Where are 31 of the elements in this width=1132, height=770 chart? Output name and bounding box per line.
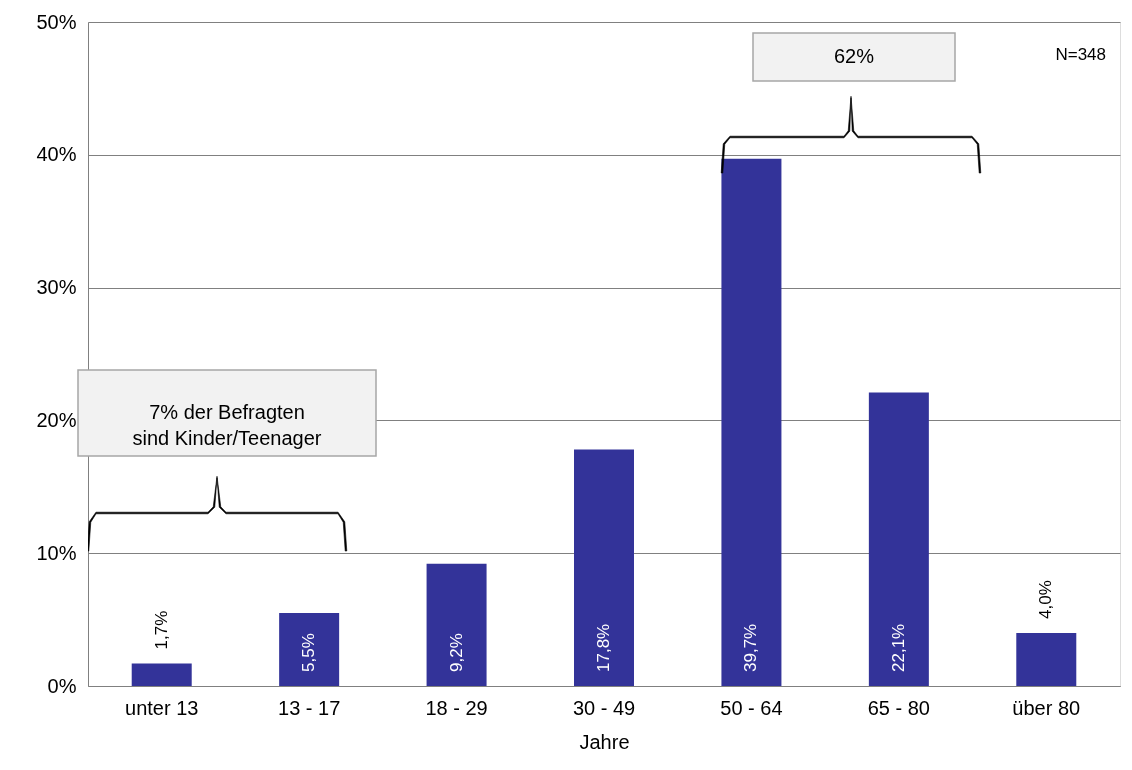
bar (1016, 632, 1077, 686)
data-label: 1,7% (151, 610, 171, 650)
x-tick-label: 65 - 80 (867, 696, 930, 719)
x-tick-label: 30 - 49 (572, 696, 636, 719)
bar (426, 563, 487, 686)
x-tick-label: 13 - 17 (278, 696, 341, 719)
annotation: 7% der Befragten sind Kinder/Teenager (132, 401, 322, 449)
y-tick-label: 50% (36, 10, 77, 33)
x-tick-label: 18 - 29 (425, 696, 488, 719)
y-tick-label: 10% (36, 541, 77, 564)
data-label: 9,2% (446, 633, 466, 672)
data-label: 17,8% (594, 623, 613, 672)
x-tick-label: 50 - 64 (720, 696, 783, 719)
x-tick-label: unter 13 (125, 696, 199, 719)
y-tick-label: 40% (36, 143, 77, 166)
data-label: 4,0% (1036, 580, 1056, 619)
bar (131, 663, 192, 686)
x-axis-title: Jahre (579, 730, 630, 753)
y-tick-label: 30% (36, 276, 77, 299)
data-label: 39,7% (741, 623, 761, 672)
bar (279, 612, 340, 686)
annotation: N=348 (1055, 45, 1106, 64)
data-label: 22,1% (888, 623, 908, 672)
bar (721, 158, 782, 686)
data-label: 5,5% (299, 633, 319, 672)
annotation: 62% (833, 45, 875, 67)
bar (868, 392, 929, 686)
x-tick-label: über 80 (1012, 696, 1081, 719)
y-tick-label: 20% (36, 408, 77, 431)
bar (574, 449, 634, 686)
y-tick-label: 0% (47, 674, 77, 697)
